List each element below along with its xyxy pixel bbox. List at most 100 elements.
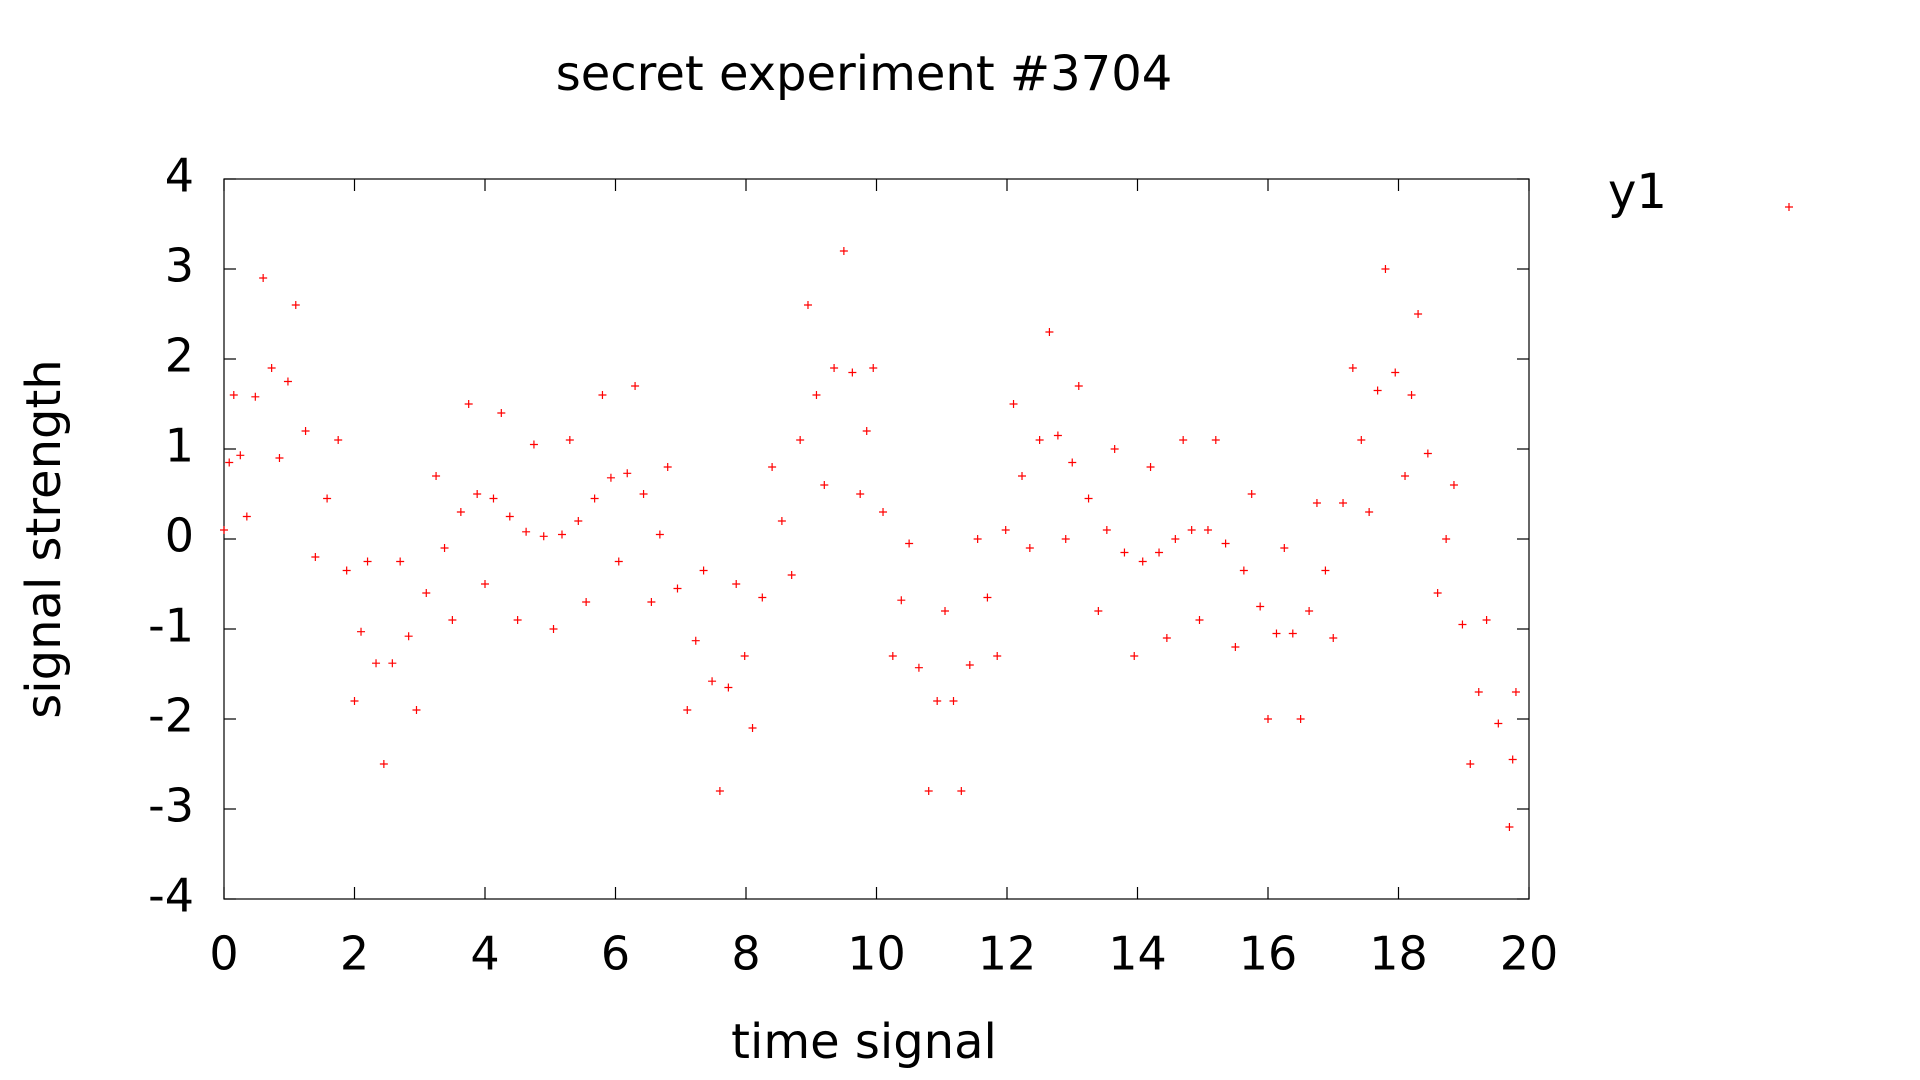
point — [372, 659, 381, 668]
point — [758, 593, 767, 602]
point — [464, 400, 473, 408]
point — [820, 481, 829, 489]
point — [334, 436, 343, 444]
point — [1423, 449, 1432, 458]
point — [606, 473, 615, 482]
point — [973, 535, 982, 543]
point — [983, 593, 992, 602]
point — [856, 490, 865, 498]
point — [363, 557, 372, 566]
y-tick-label: 1 — [165, 419, 194, 473]
point — [787, 571, 796, 579]
y-tick-label: 0 — [165, 509, 194, 563]
point — [1407, 391, 1416, 399]
point — [1171, 535, 1180, 543]
point — [623, 469, 632, 478]
point — [448, 616, 457, 624]
point — [1211, 436, 1220, 444]
point — [905, 539, 914, 548]
point — [839, 247, 848, 255]
point — [933, 697, 942, 705]
point — [1025, 544, 1034, 552]
point — [639, 490, 648, 498]
point — [497, 409, 506, 417]
x-tick-label: 16 — [1239, 927, 1298, 981]
point — [796, 436, 805, 444]
point — [440, 544, 449, 552]
point — [388, 659, 397, 668]
point — [1061, 535, 1070, 543]
point — [590, 494, 599, 503]
point — [473, 490, 482, 498]
point — [683, 706, 692, 714]
point — [1381, 265, 1390, 273]
point — [1433, 589, 1442, 597]
point — [1365, 508, 1374, 516]
point — [1084, 494, 1093, 503]
point — [949, 697, 958, 705]
point — [1130, 652, 1139, 660]
point — [1195, 616, 1204, 624]
point — [1018, 472, 1027, 480]
point — [1505, 823, 1514, 831]
point — [1482, 616, 1491, 624]
x-tick-label: 8 — [731, 927, 760, 981]
point — [557, 530, 566, 539]
point — [1120, 548, 1129, 557]
legend-marker — [1785, 203, 1793, 211]
point — [574, 517, 583, 525]
legend-label: y1 — [1608, 164, 1667, 220]
x-tick-label: 14 — [1108, 927, 1167, 981]
point — [1221, 539, 1230, 548]
y-tick-label: -1 — [148, 599, 194, 653]
point — [357, 627, 366, 636]
point — [1009, 400, 1018, 408]
point — [631, 382, 640, 390]
y-tick-label: -3 — [148, 779, 194, 833]
point — [1138, 557, 1147, 566]
point — [1231, 643, 1240, 651]
x-tick-label: 20 — [1500, 927, 1559, 981]
point — [924, 787, 933, 795]
point — [1146, 463, 1155, 471]
x-tick-label: 4 — [470, 927, 499, 981]
point — [529, 440, 538, 449]
point — [1391, 368, 1400, 377]
point — [522, 527, 531, 536]
point — [812, 391, 821, 399]
point — [708, 677, 717, 686]
point — [647, 598, 656, 606]
point — [699, 566, 708, 575]
point — [379, 760, 388, 768]
point — [242, 512, 251, 521]
x-tick-label: 10 — [847, 927, 906, 981]
point — [869, 364, 878, 372]
point — [225, 458, 234, 467]
point — [283, 377, 292, 386]
point — [1110, 445, 1119, 453]
point — [220, 526, 228, 534]
point — [655, 530, 664, 539]
point — [830, 364, 839, 372]
point — [565, 436, 574, 444]
point — [1102, 526, 1111, 534]
point — [1312, 499, 1321, 507]
point — [396, 557, 405, 566]
point — [673, 584, 682, 593]
point — [748, 724, 757, 732]
y-tick-label: -2 — [148, 689, 194, 743]
point — [456, 508, 465, 516]
point — [301, 427, 310, 435]
x-tick-label: 12 — [978, 927, 1037, 981]
point — [1187, 526, 1196, 534]
point — [1035, 436, 1044, 444]
point — [539, 532, 548, 541]
point — [1203, 526, 1212, 534]
point — [505, 512, 514, 521]
point — [691, 636, 700, 645]
y-tick-label: -4 — [148, 869, 194, 923]
point — [311, 553, 320, 561]
point — [481, 580, 489, 588]
